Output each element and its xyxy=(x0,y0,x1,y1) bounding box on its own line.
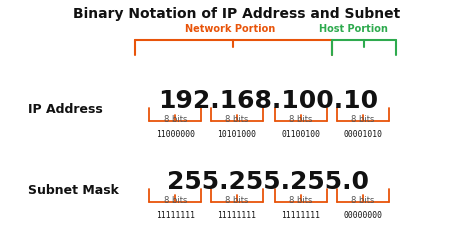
Text: 11111111: 11111111 xyxy=(218,211,256,220)
Text: 00000000: 00000000 xyxy=(343,211,382,220)
Text: 8 bits: 8 bits xyxy=(351,115,374,124)
Text: 8 bits: 8 bits xyxy=(225,115,249,124)
Text: Host Portion: Host Portion xyxy=(319,24,388,34)
Text: IP Address: IP Address xyxy=(28,103,103,116)
Text: Binary Notation of IP Address and Subnet: Binary Notation of IP Address and Subnet xyxy=(73,7,401,21)
Text: Network Portion: Network Portion xyxy=(185,24,275,34)
Text: 11111111: 11111111 xyxy=(282,211,320,220)
Text: 10101000: 10101000 xyxy=(218,130,256,139)
Text: 8 bits: 8 bits xyxy=(225,196,249,205)
Text: 192.168.100.10: 192.168.100.10 xyxy=(158,89,378,113)
Text: 8 bits: 8 bits xyxy=(289,196,313,205)
Text: 01100100: 01100100 xyxy=(282,130,320,139)
Text: 11000000: 11000000 xyxy=(156,130,195,139)
Text: 11111111: 11111111 xyxy=(156,211,195,220)
Text: 8 bits: 8 bits xyxy=(164,115,187,124)
Text: 8 bits: 8 bits xyxy=(351,196,374,205)
Text: 255.255.255.0: 255.255.255.0 xyxy=(167,170,369,194)
Text: 8 bits: 8 bits xyxy=(164,196,187,205)
Text: Subnet Mask: Subnet Mask xyxy=(28,184,119,197)
Text: 00001010: 00001010 xyxy=(343,130,382,139)
Text: 8 bits: 8 bits xyxy=(289,115,313,124)
